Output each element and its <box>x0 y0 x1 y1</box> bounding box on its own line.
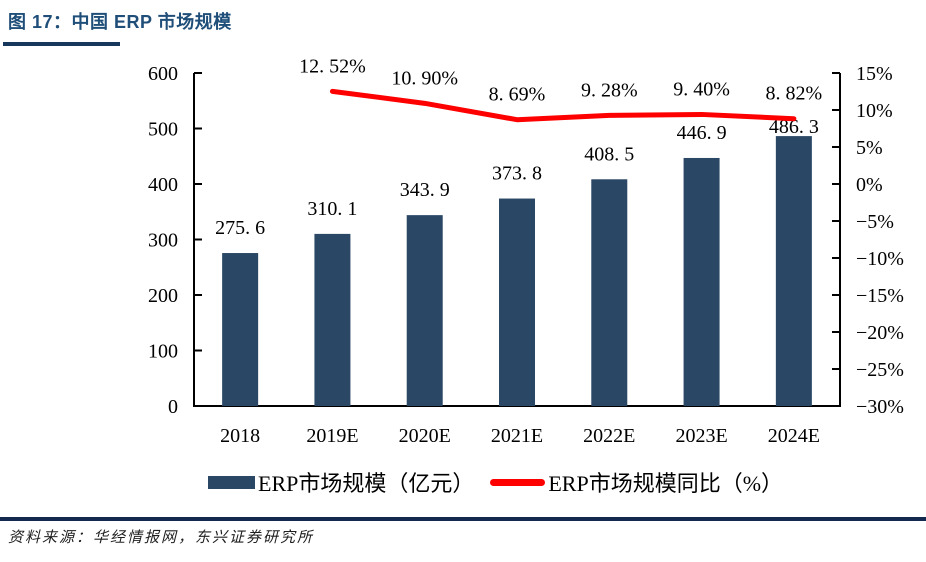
right-axis-tick-label: −5% <box>856 211 894 233</box>
bar-value-label: 486. 3 <box>769 116 819 138</box>
left-axis-tick-label: 500 <box>148 119 178 141</box>
x-axis-category-label: 2023E <box>675 425 727 447</box>
yoy-growth-line <box>329 88 797 123</box>
bar-value-label: 343. 9 <box>400 179 450 201</box>
right-axis-tick-label: 10% <box>856 100 893 122</box>
left-axis-tick-label: 0 <box>168 396 178 418</box>
x-axis-category-label: 2020E <box>399 425 451 447</box>
title-underline <box>3 42 120 46</box>
right-axis-tick-label: 0% <box>856 174 883 196</box>
bar-2023E <box>683 157 720 406</box>
source-note: 资料来源：华经情报网，东兴证券研究所 <box>8 530 315 546</box>
legend-item-market-size: ERP市场规模（亿元） <box>208 466 474 498</box>
right-axis-tick-label: 5% <box>856 137 883 159</box>
legend-label-market-size: ERP市场规模（亿元） <box>258 471 475 496</box>
line-value-label: 8. 69% <box>489 84 546 106</box>
x-axis-category-label: 2019E <box>306 425 358 447</box>
bar-2022E <box>591 179 628 406</box>
erp-market-size-chart: 600 500 400 300 200 100 0 15% 10% 5% 0% −5% −10% −15%… <box>148 55 904 447</box>
right-axis-tick-label: −20% <box>856 322 904 344</box>
left-axis-tick-label: 400 <box>148 174 178 196</box>
x-axis-category-label: 2018 <box>220 425 260 447</box>
legend-label-yoy-growth: ERP市场规模同比（%） <box>548 471 784 496</box>
bar-value-label: 310. 1 <box>307 198 357 220</box>
line-series-swatch-icon <box>490 478 546 486</box>
right-axis-tick-label: −30% <box>856 396 904 418</box>
bar-value-label: 446. 9 <box>677 122 727 144</box>
chart-legend: ERP市场规模（亿元） ERP市场规模同比（%） <box>208 466 783 498</box>
right-axis-tick-label: 15% <box>856 63 893 85</box>
left-axis-tick-label: 600 <box>148 63 178 85</box>
right-axis-tick-label: −25% <box>856 359 904 381</box>
right-axis-tick-label: −15% <box>856 285 904 307</box>
figure-title: 图 17：中国 ERP 市场规模 <box>8 12 232 32</box>
line-value-label: 9. 28% <box>581 79 638 101</box>
x-axis-category-label: 2021E <box>491 425 543 447</box>
bar-series-swatch-icon <box>208 475 255 489</box>
right-axis-tick-label: −10% <box>856 248 904 270</box>
x-axis-category-label: 2022E <box>583 425 635 447</box>
line-value-label: 10. 90% <box>391 67 458 89</box>
legend-item-yoy-growth: ERP市场规模同比（%） <box>490 466 783 498</box>
left-axis-tick-label: 300 <box>148 230 178 252</box>
left-axis-tick-label: 200 <box>148 285 178 307</box>
bar-2024E <box>775 136 812 406</box>
bar-2018 <box>222 253 259 406</box>
line-value-label: 9. 40% <box>673 78 730 100</box>
line-value-label: 12. 52% <box>299 55 366 77</box>
bar-2019E <box>314 233 351 406</box>
line-value-label: 8. 82% <box>766 83 823 105</box>
bar-value-label: 408. 5 <box>584 143 634 165</box>
bar-2020E <box>406 215 443 406</box>
footer-divider <box>0 517 926 521</box>
left-axis-tick-label: 100 <box>148 341 178 363</box>
x-axis-category-label: 2024E <box>768 425 820 447</box>
bar-2021E <box>499 198 535 406</box>
bar-value-label: 275. 6 <box>215 217 265 239</box>
bar-value-label: 373. 8 <box>492 163 542 185</box>
